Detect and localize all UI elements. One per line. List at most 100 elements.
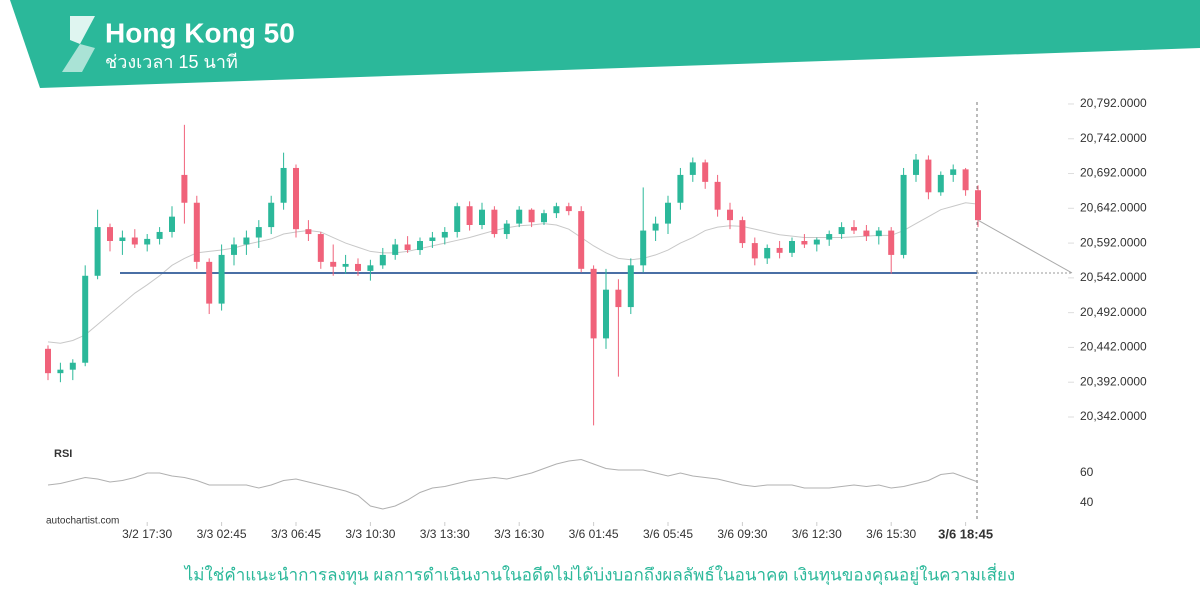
candle-body xyxy=(82,275,89,363)
candle-body xyxy=(503,223,510,235)
x-tick-label: 3/6 18:45 xyxy=(938,526,993,541)
y-tick-label: 20,492.0000 xyxy=(1080,305,1147,319)
candle-body xyxy=(665,202,671,224)
candle-body xyxy=(565,206,572,212)
candle-body xyxy=(553,206,560,214)
y-tick-label: 20,792.0000 xyxy=(1080,96,1147,110)
candle-body xyxy=(181,174,188,203)
candle-body xyxy=(702,162,709,182)
moving-average xyxy=(47,202,979,344)
candle-body xyxy=(429,237,436,241)
rsi-tick-label: 40 xyxy=(1080,495,1094,509)
candle-body xyxy=(231,244,237,255)
candle-body xyxy=(826,234,833,240)
candle-body xyxy=(367,265,374,271)
candle-body xyxy=(156,231,163,239)
candle-body xyxy=(94,227,101,276)
candle-body xyxy=(169,216,175,232)
candle-body xyxy=(516,209,523,224)
rsi-tick-label: 60 xyxy=(1080,465,1094,479)
candle-body xyxy=(578,211,585,269)
candle-body xyxy=(813,239,820,245)
candle-body xyxy=(45,348,51,374)
candle-body xyxy=(491,209,498,235)
candle-body xyxy=(590,268,597,339)
y-tick-label: 20,642.0000 xyxy=(1080,200,1147,214)
x-tick-label: 3/3 02:45 xyxy=(197,527,247,541)
candle-body xyxy=(541,213,547,223)
candle-body xyxy=(280,167,287,203)
x-tick-label: 3/3 10:30 xyxy=(345,527,395,541)
candle-body xyxy=(739,220,746,244)
y-tick-label: 20,592.0000 xyxy=(1080,235,1147,249)
candle-body xyxy=(913,159,919,175)
rsi-line xyxy=(47,458,979,510)
source: autochartist.com xyxy=(46,516,119,527)
candle-body xyxy=(206,261,213,304)
header-band xyxy=(10,0,1200,88)
candle-body xyxy=(727,209,733,221)
rsi-label: RSI xyxy=(54,448,72,460)
candle-body xyxy=(119,237,126,241)
candle-body xyxy=(293,167,299,230)
x-tick-label: 3/6 01:45 xyxy=(569,527,619,541)
y-tick-label: 20,442.0000 xyxy=(1080,340,1147,354)
candle-body xyxy=(627,265,634,308)
candle-body xyxy=(528,209,535,223)
candle-body xyxy=(131,237,138,245)
candle-body xyxy=(851,227,857,231)
candle-body xyxy=(900,174,907,255)
candle-body xyxy=(677,174,684,203)
candle-body xyxy=(441,231,448,238)
candle-body xyxy=(689,162,696,175)
candle-body xyxy=(417,240,423,251)
candle-body xyxy=(925,159,932,193)
candle-body xyxy=(888,230,895,255)
candle-body xyxy=(615,289,622,308)
candle-body xyxy=(640,230,647,266)
candle-body xyxy=(479,209,485,225)
candle-body xyxy=(714,181,721,210)
candle-body xyxy=(789,240,795,253)
candle-body xyxy=(57,369,64,374)
candle-body xyxy=(379,254,386,266)
candle-body xyxy=(603,289,609,339)
candle-body xyxy=(355,263,361,271)
candle-body xyxy=(764,247,771,259)
candle-body xyxy=(975,190,981,221)
subtitle: ช่วงเวลา 15 นาที xyxy=(105,52,238,72)
candle-body xyxy=(950,169,957,175)
title: Hong Kong 50 xyxy=(105,17,295,48)
candle-body xyxy=(801,240,808,245)
y-tick-label: 20,542.0000 xyxy=(1080,270,1147,284)
x-tick-label: 3/3 16:30 xyxy=(494,527,544,541)
candle-body xyxy=(268,202,275,228)
y-tick-label: 20,392.0000 xyxy=(1080,374,1147,388)
candle-body xyxy=(652,223,659,231)
candle-body xyxy=(218,254,225,304)
candle-body xyxy=(243,237,250,245)
x-tick-label: 3/3 13:30 xyxy=(420,527,470,541)
x-tick-label: 3/6 15:30 xyxy=(866,527,916,541)
candle-body xyxy=(875,230,882,237)
y-tick-label: 20,742.0000 xyxy=(1080,131,1147,145)
x-tick-label: 3/6 05:45 xyxy=(643,527,693,541)
candle-body xyxy=(107,227,113,241)
candle-body xyxy=(305,229,312,235)
candle-body xyxy=(751,243,758,259)
candle-body xyxy=(255,227,262,238)
candle-body xyxy=(69,362,76,370)
x-tick-label: 3/6 12:30 xyxy=(792,527,842,541)
candle-body xyxy=(863,230,870,237)
forecast-arrow xyxy=(977,219,1073,274)
candle-body xyxy=(330,261,337,267)
candle-body xyxy=(144,238,151,245)
candle-body xyxy=(776,247,783,253)
x-tick-label: 3/2 17:30 xyxy=(122,527,172,541)
disclaimer: ไม่ใช่คำแนะนำการลงทุน ผลการดำเนินงานในอด… xyxy=(183,562,1015,585)
candle-body xyxy=(962,169,969,191)
candle-body xyxy=(317,234,324,262)
x-tick-label: 3/3 06:45 xyxy=(271,527,321,541)
candle-body xyxy=(392,244,399,255)
